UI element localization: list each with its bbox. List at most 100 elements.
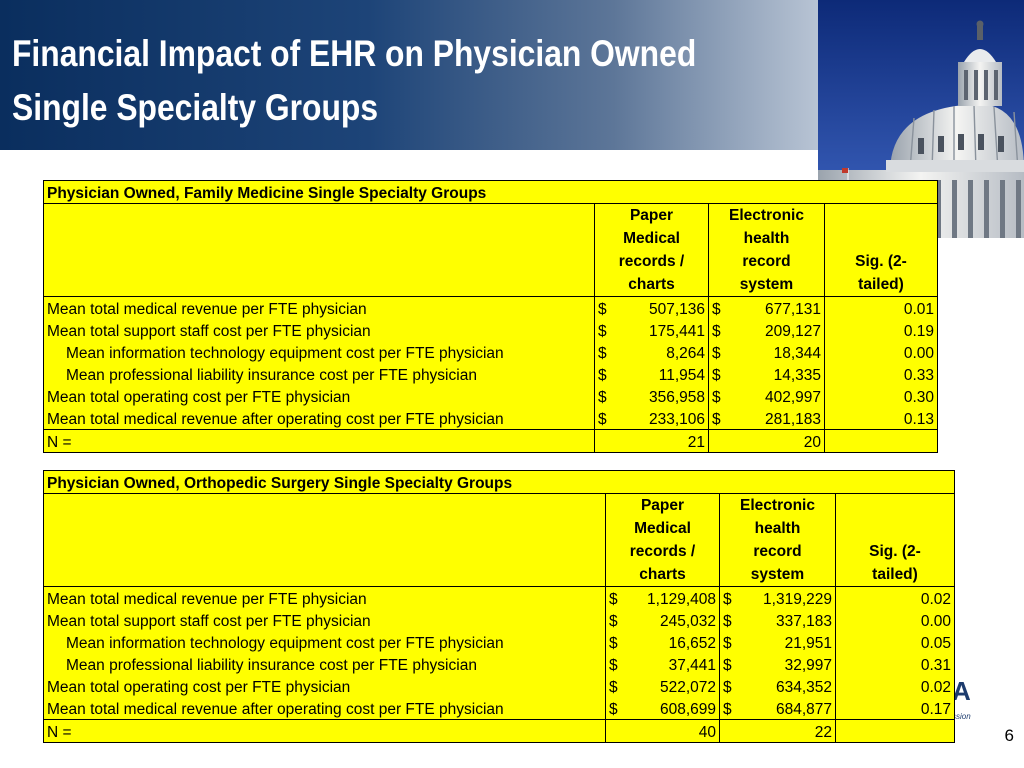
row-label: Mean total medical revenue after operati… [43,697,606,720]
sig-value: 0.00 [824,341,938,363]
currency-symbol: $ [723,591,732,608]
currency-symbol: $ [712,389,721,406]
sig-value: 0.31 [835,653,955,675]
sig-value: 0.13 [824,407,938,430]
currency-symbol: $ [609,591,618,608]
table-title: Physician Owned, Orthopedic Surgery Sing… [43,470,955,494]
n-blank [824,429,938,453]
header-significance: Sig. (2- tailed) [835,493,955,587]
table-row: Mean total support staff cost per FTE ph… [43,609,955,631]
row-label: Mean professional liability insurance co… [43,653,606,675]
currency-symbol: $ [609,701,618,718]
ehr-value: 1,319,229 [763,591,832,608]
currency-symbol: $ [598,301,607,318]
currency-symbol: $ [712,411,721,428]
n-blank [835,719,955,743]
table-row: Mean total operating cost per FTE physic… [43,675,955,697]
row-label: Mean total medical revenue per FTE physi… [43,586,606,609]
paper-value: 16,652 [668,635,716,652]
paper-value: 608,699 [659,701,716,718]
row-label: Mean total operating cost per FTE physic… [43,385,595,407]
paper-value: 11,954 [658,367,705,384]
sig-value: 0.00 [835,609,955,631]
currency-symbol: $ [712,323,721,340]
ehr-value: 281,183 [764,411,821,428]
currency-symbol: $ [723,635,732,652]
sig-value: 0.01 [824,296,938,319]
n-label: N = [43,719,606,743]
n-paper: 40 [605,719,720,743]
sig-value: 0.02 [835,586,955,609]
currency-symbol: $ [598,323,607,340]
paper-value: 245,032 [659,613,716,630]
orthopedic-surgery-table: Physician Owned, Orthopedic Surgery Sing… [43,470,955,743]
ehr-value: 209,127 [764,323,821,340]
currency-symbol: $ [723,613,732,630]
row-label: Mean total support staff cost per FTE ph… [43,609,606,631]
n-ehr: 22 [719,719,836,743]
slide-title: Financial Impact of EHR on Physician Own… [12,27,696,135]
sig-value: 0.33 [824,363,938,385]
ehr-value: 677,131 [764,301,821,318]
table-row-n: N = 21 20 [43,429,938,453]
paper-value: 522,072 [659,679,716,696]
sig-value: 0.19 [824,319,938,341]
table-row: Mean information technology equipment co… [43,341,938,363]
currency-symbol: $ [598,411,607,428]
table-title: Physician Owned, Family Medicine Single … [43,180,938,204]
table-row: Mean total medical revenue per FTE physi… [43,296,938,319]
ehr-value: 14,335 [773,367,821,384]
n-ehr: 20 [708,429,825,453]
table-row: Mean total medical revenue after operati… [43,697,955,720]
title-banner: Financial Impact of EHR on Physician Own… [0,0,818,150]
logo-mark: A [952,676,971,706]
ehr-value: 684,877 [775,701,832,718]
title-line-2: Single Specialty Groups [12,87,379,128]
sig-value: 0.30 [824,385,938,407]
table-row: Mean total operating cost per FTE physic… [43,385,938,407]
currency-symbol: $ [598,367,607,384]
row-label: Mean total operating cost per FTE physic… [43,675,606,697]
paper-value: 356,958 [648,389,705,406]
paper-value: 1,129,408 [647,591,716,608]
ehr-value: 634,352 [775,679,832,696]
row-label: Mean total support staff cost per FTE ph… [43,319,595,341]
paper-value: 37,441 [668,657,716,674]
row-label: Mean total medical revenue per FTE physi… [43,296,595,319]
table-row: Mean total support staff cost per FTE ph… [43,319,938,341]
table-row: Mean total medical revenue per FTE physi… [43,586,955,609]
table-row: Mean professional liability insurance co… [43,363,938,385]
ehr-value: 337,183 [775,613,832,630]
family-medicine-table: Physician Owned, Family Medicine Single … [43,180,938,453]
currency-symbol: $ [723,679,732,696]
row-label: Mean total medical revenue after operati… [43,407,595,430]
row-label: Mean professional liability insurance co… [43,363,595,385]
header-paper-records: Paper Medical records / charts [594,203,709,297]
table-row: Mean total medical revenue after operati… [43,407,938,430]
paper-value: 8,264 [666,345,705,362]
header-significance: Sig. (2- tailed) [824,203,938,297]
currency-symbol: $ [723,701,732,718]
row-label: Mean information technology equipment co… [43,341,595,363]
currency-symbol: $ [712,367,721,384]
n-paper: 21 [594,429,709,453]
organization-logo: A ssion [952,676,980,724]
ehr-value: 21,951 [784,635,832,652]
currency-symbol: $ [609,635,618,652]
header-blank [43,203,595,297]
table-row-n: N = 40 22 [43,719,955,743]
currency-symbol: $ [609,613,618,630]
title-line-1: Financial Impact of EHR on Physician Own… [12,33,697,74]
header-electronic-record: Electronic health record system [708,203,825,297]
header-electronic-record: Electronic health record system [719,493,836,587]
ehr-value: 402,997 [764,389,821,406]
paper-value: 507,136 [648,301,705,318]
currency-symbol: $ [598,345,607,362]
currency-symbol: $ [609,657,618,674]
table-row: Mean information technology equipment co… [43,631,955,653]
currency-symbol: $ [598,389,607,406]
header-blank [43,493,606,587]
header-paper-records: Paper Medical records / charts [605,493,720,587]
sig-value: 0.05 [835,631,955,653]
n-label: N = [43,429,595,453]
